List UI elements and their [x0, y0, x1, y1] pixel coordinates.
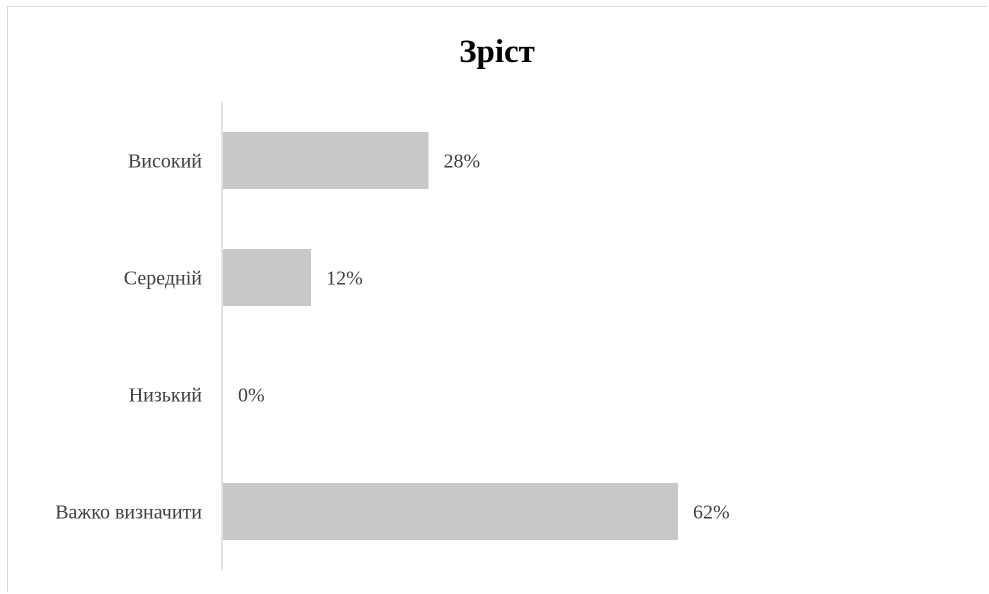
category-label-1: Середній	[124, 268, 203, 290]
data-label-2: 0%	[238, 385, 265, 407]
category-label-2: Низький	[129, 385, 203, 407]
bar-1	[223, 249, 312, 306]
bars-group	[223, 132, 678, 540]
chart-title: Зріст	[459, 34, 535, 70]
data-label-3: 62%	[693, 502, 730, 524]
data-label-0: 28%	[443, 151, 480, 173]
category-label-0: Високий	[128, 151, 202, 173]
data-labels-group: 28% 12% 0% 62%	[238, 151, 730, 524]
bar-0	[223, 132, 429, 189]
bar-3	[223, 483, 678, 540]
category-labels-group: Високий Середній Низький Важко визначити	[55, 151, 202, 524]
data-label-1: 12%	[326, 268, 363, 290]
chart-frame	[7, 6, 987, 592]
category-label-3: Важко визначити	[55, 502, 202, 524]
